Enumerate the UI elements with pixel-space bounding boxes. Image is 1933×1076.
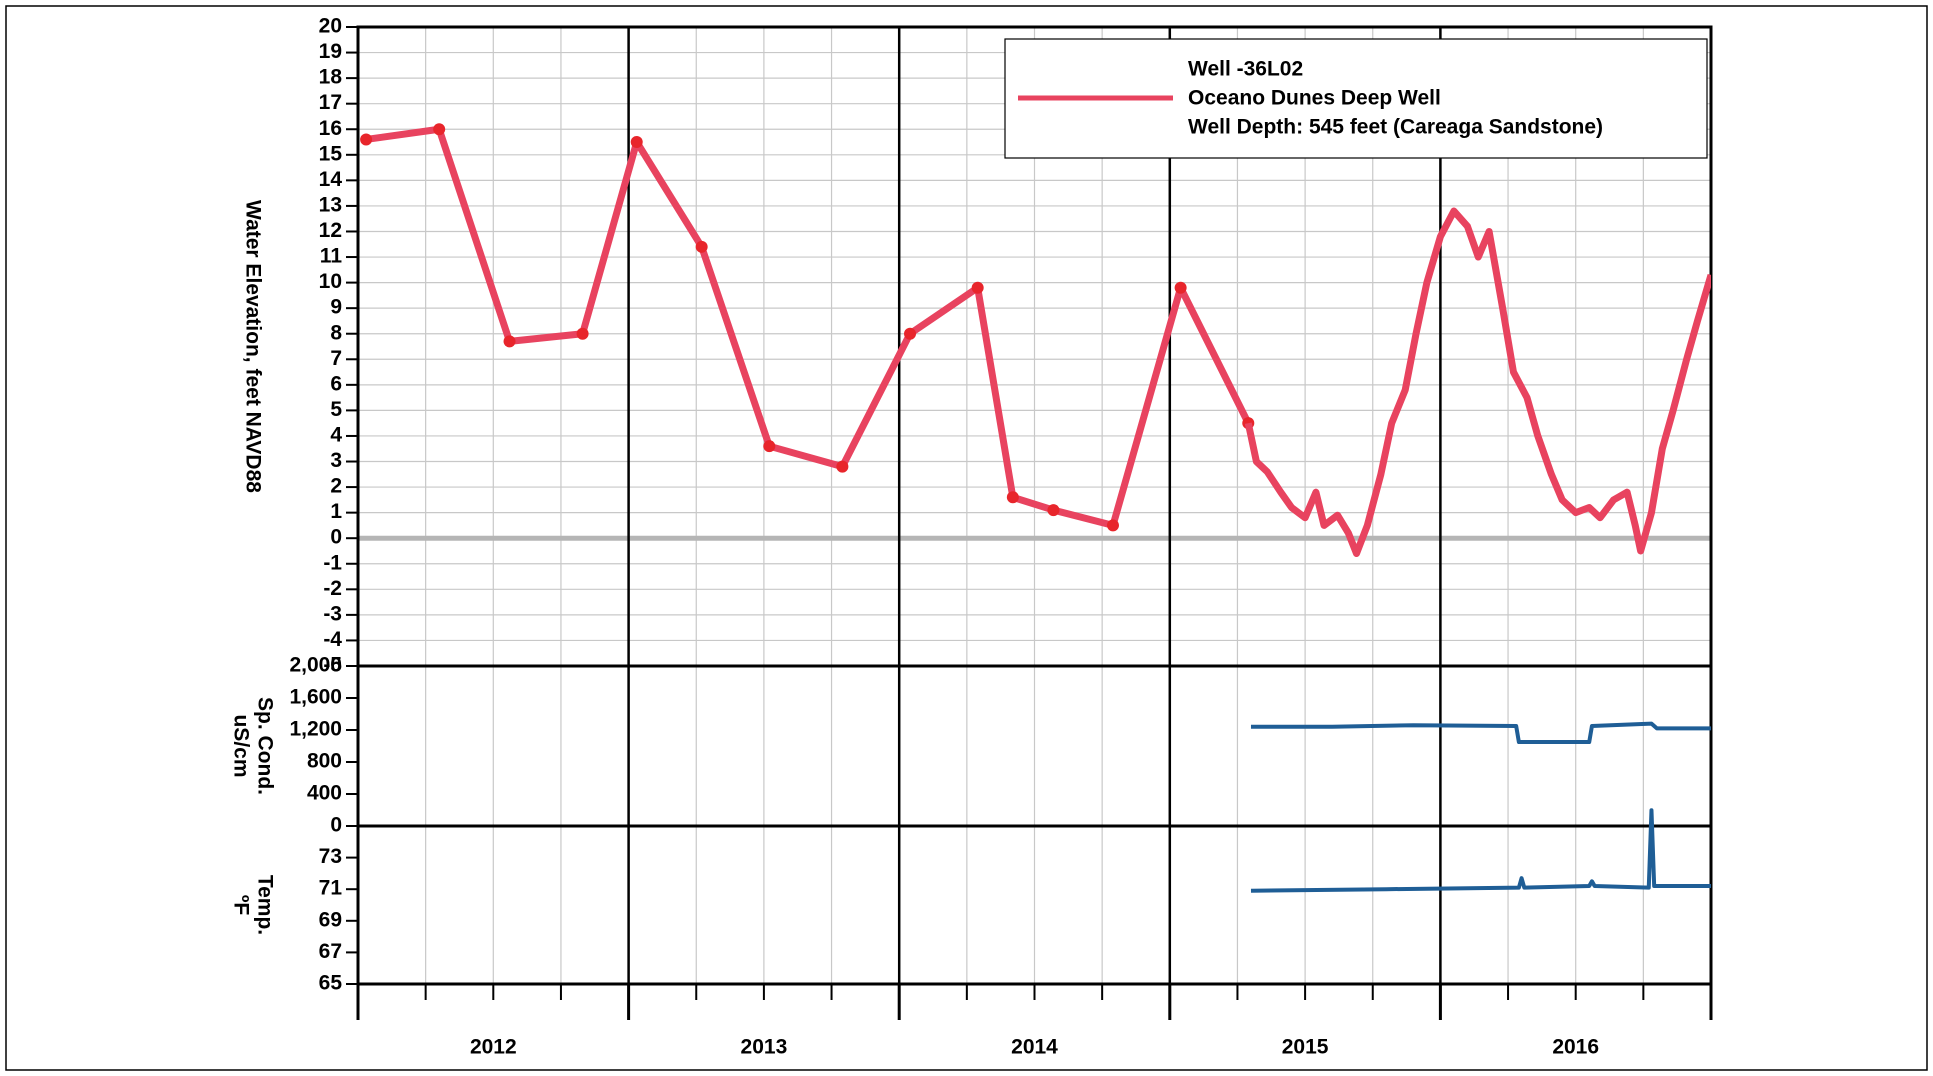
legend-text: Well -36L02 — [1188, 58, 1303, 81]
y-tick-label: 400 — [307, 782, 342, 805]
y-axis-label: uS/cm — [229, 714, 252, 777]
y-tick-label: -5 — [323, 654, 342, 677]
point — [1106, 519, 1119, 532]
y-tick-label: 16 — [319, 117, 342, 140]
y-tick-label: 65 — [319, 972, 343, 995]
y-tick-label: -1 — [323, 551, 342, 574]
point — [630, 136, 643, 149]
y-tick-label: 7 — [330, 347, 342, 370]
point — [904, 327, 917, 340]
y-tick-label: 14 — [319, 168, 343, 191]
y-tick-label: 20 — [319, 15, 342, 38]
point — [1174, 281, 1187, 294]
y-tick-label: 17 — [319, 91, 342, 114]
legend-text: Oceano Dunes Deep Well — [1188, 87, 1441, 110]
point — [360, 133, 373, 146]
y-tick-label: 1 — [330, 500, 342, 523]
y-tick-label: 4 — [330, 424, 342, 447]
y-tick-label: 11 — [320, 245, 343, 268]
y-axis-label: Temp. — [253, 875, 276, 935]
y-tick-label: 9 — [330, 296, 342, 319]
x-tick-label: 2012 — [470, 1036, 517, 1059]
y-tick-label: 13 — [319, 193, 342, 216]
plot — [360, 123, 1711, 558]
y-tick-label: -3 — [323, 602, 342, 625]
y-tick-label: 5 — [330, 398, 342, 421]
y-tick-label: 2 — [330, 475, 342, 498]
y-tick-label: 15 — [319, 142, 343, 165]
y-tick-label: 10 — [319, 270, 342, 293]
y-tick-label: 73 — [319, 845, 342, 868]
plot — [1250, 721, 1711, 744]
y-tick-label: -4 — [323, 628, 342, 651]
x-tick-label: 2016 — [1552, 1036, 1599, 1059]
y-tick-label: 0 — [330, 814, 342, 837]
point — [503, 335, 516, 348]
y-axis-label: Sp. Cond. — [253, 697, 276, 795]
y-tick-label: 71 — [319, 877, 343, 900]
y-tick-label: 0 — [330, 526, 342, 549]
y-axis-label: Water Elevation, feet NAVD88 — [241, 200, 264, 493]
y-tick-label: 800 — [307, 750, 342, 773]
y-tick-label: -2 — [323, 577, 342, 600]
point — [836, 460, 849, 473]
series-line — [1250, 721, 1711, 744]
point — [763, 440, 776, 453]
point — [433, 123, 446, 136]
x-tick-label: 2015 — [1282, 1036, 1329, 1059]
y-tick-label: 3 — [330, 449, 342, 472]
point — [695, 240, 708, 253]
series-line — [1250, 808, 1711, 893]
point — [971, 281, 984, 294]
y-tick-label: 8 — [330, 321, 342, 344]
y-axis-label: ºF — [229, 895, 252, 916]
point — [1006, 491, 1019, 504]
y-tick-label: 12 — [319, 219, 342, 242]
y-tick-label: 67 — [319, 940, 342, 963]
point — [576, 327, 589, 340]
frame — [5, 5, 1928, 1071]
y-tick-label: 1,600 — [289, 686, 342, 709]
x-tick-label: 2014 — [1011, 1036, 1058, 1059]
plot — [1250, 808, 1711, 893]
y-tick-label: 6 — [330, 372, 342, 395]
legend-text: Well Depth: 545 feet (Careaga Sandstone) — [1188, 116, 1603, 139]
y-tick-label: 18 — [319, 66, 343, 89]
series-line — [365, 125, 1252, 529]
series-line — [1244, 207, 1711, 558]
y-tick-label: 19 — [319, 40, 342, 63]
x-tick-label: 2013 — [741, 1036, 788, 1059]
y-tick-label: 2,000 — [289, 654, 342, 677]
point — [1047, 504, 1060, 517]
y-tick-label: 69 — [319, 908, 342, 931]
y-tick-label: 1,200 — [289, 718, 342, 741]
